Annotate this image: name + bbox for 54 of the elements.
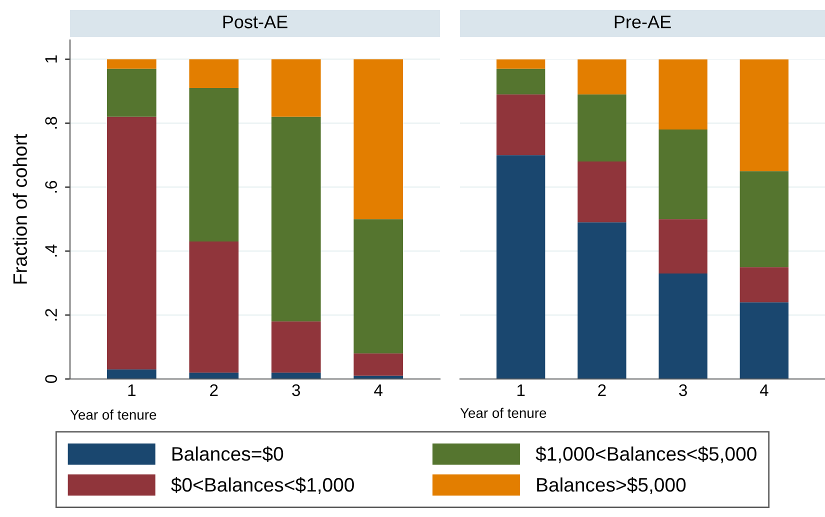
y-tick-label: .6	[45, 180, 57, 193]
bar	[496, 59, 546, 69]
legend-label: $1,000<Balances<$5,000	[536, 446, 756, 464]
y-tick-label: 0	[45, 375, 57, 383]
bar	[107, 369, 156, 379]
x-tick-label: 4	[374, 384, 382, 396]
legend-label: Balances>$5,000	[537, 477, 686, 494]
legend-label: $0<Balances<$1,000	[171, 477, 354, 494]
bar	[578, 59, 626, 94]
bar	[271, 321, 321, 373]
bar	[740, 302, 788, 379]
bar	[189, 372, 239, 379]
bar	[658, 219, 708, 274]
bar	[658, 59, 708, 130]
bar	[578, 162, 626, 222]
bar	[189, 241, 239, 373]
y-tick-label: .2	[45, 308, 57, 320]
bar	[189, 59, 239, 88]
bar	[496, 155, 546, 379]
x-tick-label: 2	[598, 384, 606, 396]
bar	[740, 171, 788, 268]
bar	[271, 372, 321, 379]
bar	[271, 59, 321, 117]
bar	[354, 353, 403, 376]
bar	[496, 94, 546, 156]
x-tick-label: 4	[760, 384, 768, 396]
bar	[354, 219, 403, 354]
legend-label: Balances=$0	[172, 446, 284, 462]
bar	[658, 130, 708, 220]
x-tick-label: 1	[128, 384, 136, 396]
bar	[496, 68, 546, 94]
x-axis-title: Year of tenure	[70, 410, 156, 420]
x-tick-label: 2	[210, 384, 218, 396]
bar	[107, 68, 156, 117]
x-tick-label: 1	[517, 384, 525, 396]
bar	[354, 59, 403, 220]
bar	[107, 116, 156, 370]
y-tick-label: .4	[45, 244, 57, 257]
x-tick-label: 3	[292, 384, 300, 396]
y-tick-label: .8	[45, 116, 57, 129]
bar	[107, 59, 156, 69]
chart-title: Post-AE	[223, 16, 288, 28]
chart-title: Pre-AE	[614, 16, 671, 28]
x-tick-label: 3	[679, 384, 687, 396]
bar	[271, 116, 321, 322]
bar	[578, 94, 626, 162]
y-tick-label: 1	[45, 55, 57, 63]
x-axis-title: Year of tenure	[460, 408, 546, 418]
y-axis-title: Fraction of cohort	[12, 134, 28, 284]
bar	[740, 267, 788, 302]
bar	[658, 273, 708, 379]
bar	[189, 88, 239, 242]
bar	[740, 59, 788, 172]
bar	[578, 222, 626, 379]
